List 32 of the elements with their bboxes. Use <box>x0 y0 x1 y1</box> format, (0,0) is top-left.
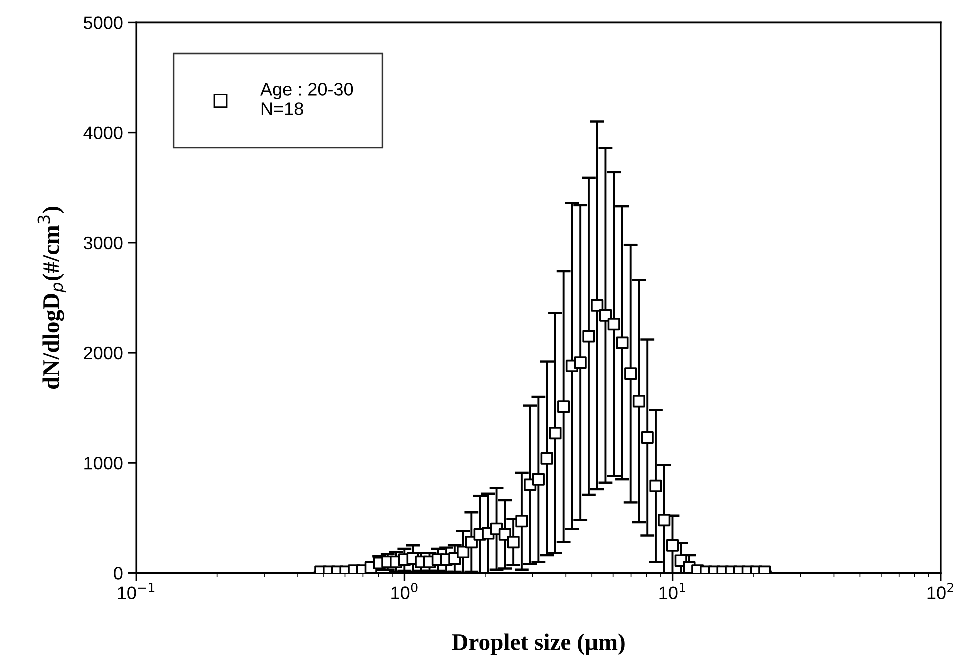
point <box>540 452 554 465</box>
point <box>666 539 680 552</box>
point <box>582 330 596 343</box>
point <box>608 318 620 331</box>
point <box>591 299 604 312</box>
point <box>650 480 662 492</box>
y-tick-label: 1000 <box>84 456 123 470</box>
y-axis-title: dN/dlogD$_{p}$(#/cm$^{3}$) <box>38 206 66 390</box>
point <box>574 356 587 370</box>
point <box>616 336 629 350</box>
legend-label: Age : 20-30 N=18 <box>260 83 354 116</box>
y-tick-label: 3000 <box>84 236 123 250</box>
point <box>624 368 638 380</box>
point <box>632 395 646 408</box>
point <box>641 431 654 444</box>
point <box>599 309 612 322</box>
point <box>558 400 570 414</box>
y-tick-label: 4000 <box>84 126 123 140</box>
point <box>549 427 562 440</box>
x-tick-label: 10$^{0}$ <box>392 582 418 600</box>
y-tick-label: 5000 <box>84 16 123 30</box>
x-tick-label: 10$^{−1}$ <box>118 583 155 600</box>
x-tick-label: 10$^{2}$ <box>928 582 954 600</box>
y-tick-label: 0 <box>114 567 123 580</box>
y-tick-label: 2000 <box>84 346 123 360</box>
point <box>658 514 671 527</box>
point <box>532 473 545 486</box>
x-axis-title: Droplet size (μm) <box>452 634 625 656</box>
x-tick-label: 10$^{1}$ <box>660 583 686 600</box>
point <box>457 546 470 559</box>
point <box>516 515 528 528</box>
point <box>507 536 520 549</box>
